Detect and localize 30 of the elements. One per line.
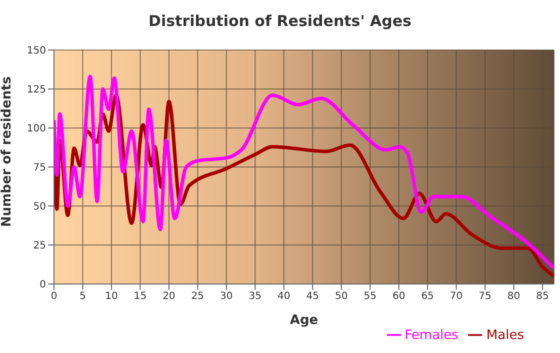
- x-tick-label: 75: [478, 291, 492, 302]
- legend-label: Females: [404, 328, 458, 343]
- x-tick-label: 30: [220, 291, 233, 302]
- chart-title: Distribution of Residents' Ages: [148, 12, 412, 30]
- y-axis-title: Number of residents: [0, 76, 15, 227]
- x-tick-label: 85: [536, 291, 549, 302]
- x-tick-label: 0: [50, 291, 58, 302]
- x-tick-label: 60: [392, 291, 406, 302]
- x-tick-label: 5: [80, 291, 86, 302]
- y-tick-label: 25: [33, 240, 46, 252]
- y-tick-label: 150: [26, 46, 46, 57]
- y-tick-label: 50: [33, 202, 46, 213]
- x-tick-label: 70: [450, 291, 463, 302]
- x-tick-label: 65: [421, 291, 434, 302]
- x-tick-label: 10: [105, 291, 118, 302]
- y-tick-label: 100: [26, 124, 46, 135]
- y-tick-label: 125: [26, 84, 46, 96]
- x-tick-label: 35: [248, 291, 262, 302]
- x-tick-label: 80: [507, 291, 520, 302]
- x-tick-label: 45: [306, 291, 319, 302]
- x-tick-label: 15: [134, 291, 147, 302]
- x-tick-label: 20: [162, 291, 176, 302]
- y-tick-label: 75: [33, 162, 46, 174]
- x-tick-label: 25: [191, 291, 204, 302]
- x-tick-label: 40: [278, 291, 290, 302]
- y-tick-label: 0: [40, 280, 46, 291]
- legend-label: Males: [486, 328, 524, 343]
- x-tick-label: 55: [364, 291, 376, 302]
- x-tick-label: 50: [334, 291, 348, 302]
- x-axis-title: Age: [290, 313, 318, 328]
